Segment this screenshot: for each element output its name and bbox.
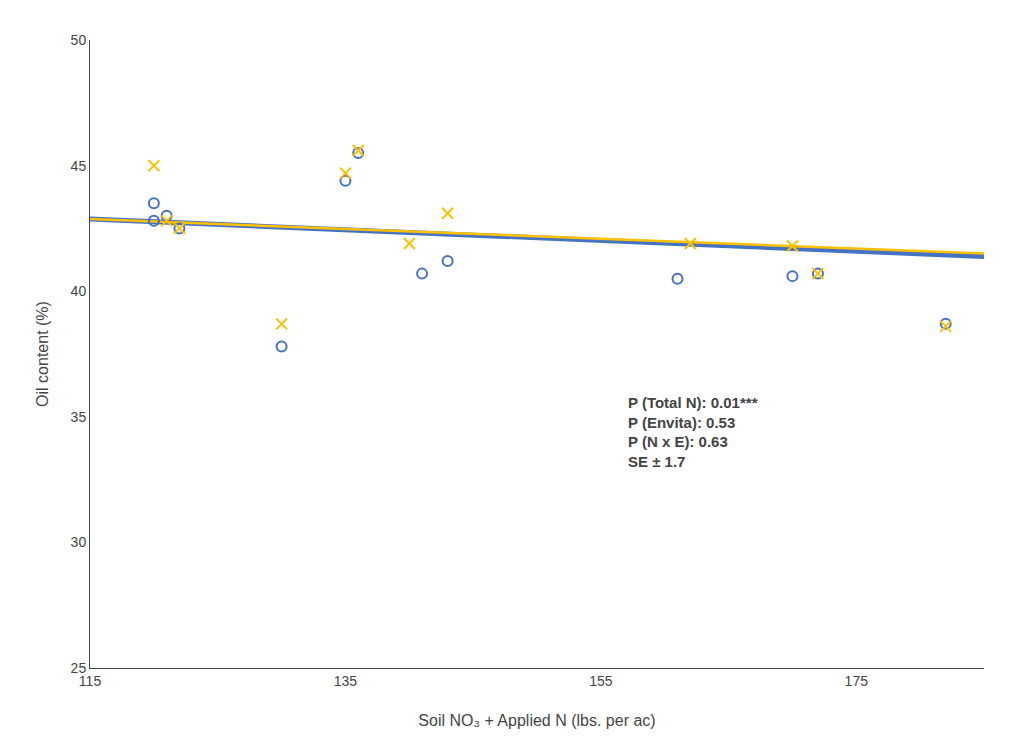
svg-text:135: 135 — [334, 673, 358, 689]
svg-text:50: 50 — [71, 32, 87, 48]
svg-text:Soil NO₃ + Applied N (lbs. per: Soil NO₃ + Applied N (lbs. per ac) — [418, 712, 655, 729]
svg-text:155: 155 — [589, 673, 613, 689]
svg-text:115: 115 — [79, 673, 102, 689]
svg-text:P (Total N): 0.01***P (Envita): P (Total N): 0.01***P (Envita): 0.53P (N… — [628, 394, 758, 470]
svg-text:40: 40 — [71, 283, 87, 299]
svg-text:30: 30 — [71, 534, 87, 550]
svg-text:175: 175 — [845, 673, 869, 689]
svg-text:Oil content (%): Oil content (%) — [34, 301, 51, 407]
svg-text:45: 45 — [71, 158, 87, 174]
svg-text:25: 25 — [71, 660, 87, 676]
svg-text:35: 35 — [71, 409, 87, 425]
